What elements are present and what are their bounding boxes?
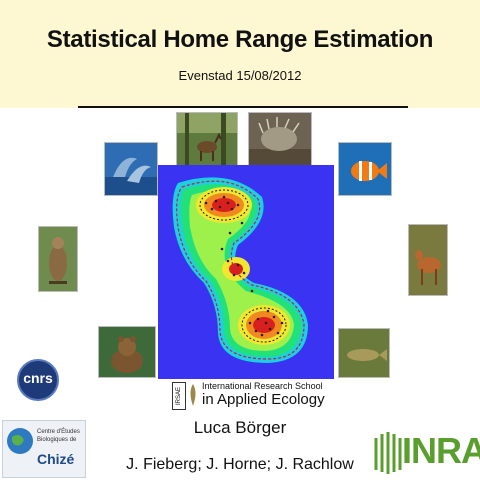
title-banner: Statistical Home Range Estimation Evenst… (0, 0, 480, 108)
inra-logo-text: INRA (402, 430, 480, 471)
title-divider (78, 106, 408, 108)
globe-icon (6, 427, 34, 455)
porcupine-photo (248, 112, 312, 166)
irsae-badge: IRSAE (172, 382, 186, 410)
coauthor-names: J. Fieberg; J. Horne; J. Rachlow (126, 456, 354, 473)
dolphins-photo (104, 142, 158, 196)
school-name-line-2: in Applied Ecology (202, 391, 325, 408)
cnrs-logo-text: cnrs (23, 370, 53, 386)
deer-in-forest-photo (176, 112, 238, 166)
chize-line-2: Biologiques de (37, 437, 77, 443)
research-school-logo: IRSAE International Research School in A… (172, 380, 325, 410)
cnrs-logo: cnrs (16, 356, 60, 414)
chize-line-1: Centre d'Études (37, 429, 80, 435)
home-range-map (158, 165, 334, 379)
chize-name: Chizé (37, 451, 75, 467)
feather-icon (188, 384, 198, 406)
inra-wheat-icon (372, 430, 406, 474)
school-name-line-1: International Research School (202, 381, 323, 391)
bear-photo (98, 326, 156, 378)
hawk-photo (38, 226, 78, 292)
slide-title: Statistical Home Range Estimation (46, 26, 434, 53)
inra-logo: INRA (372, 428, 480, 476)
clownfish-photo (338, 142, 392, 196)
slide-subtitle: Evenstad 15/08/2012 (178, 68, 302, 83)
presenter-name: Luca Börger (193, 418, 287, 437)
roe-deer-photo (408, 224, 448, 296)
fish-photo (338, 328, 390, 378)
chize-logo: Centre d'Études Biologiques de Chizé (2, 420, 86, 478)
